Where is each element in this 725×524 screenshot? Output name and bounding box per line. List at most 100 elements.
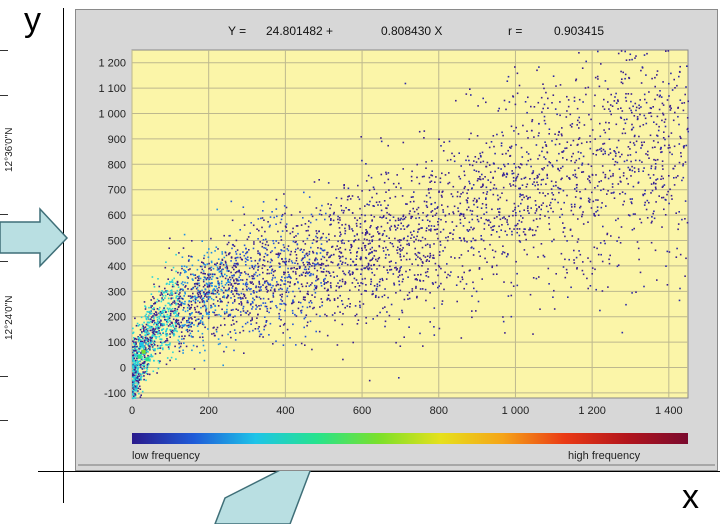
density-point <box>380 209 383 212</box>
density-point <box>344 262 347 264</box>
density-point <box>151 334 154 336</box>
density-point <box>647 173 650 176</box>
density-point <box>442 190 444 193</box>
density-point <box>162 347 164 349</box>
density-point <box>328 272 331 274</box>
density-point <box>341 323 344 326</box>
density-point <box>595 149 598 152</box>
density-point <box>142 345 144 348</box>
density-point <box>392 273 395 275</box>
density-point <box>395 186 397 188</box>
density-point <box>159 345 162 347</box>
density-point <box>603 108 606 110</box>
density-point <box>639 125 641 128</box>
density-point <box>356 233 358 235</box>
density-point <box>520 146 523 149</box>
y-tick-label: 600 <box>108 210 126 222</box>
density-point <box>233 264 235 267</box>
density-point <box>141 323 144 326</box>
density-point <box>489 181 492 184</box>
density-point <box>596 185 599 187</box>
density-point <box>164 287 166 290</box>
density-point <box>317 262 319 264</box>
density-point <box>594 76 597 79</box>
density-point <box>143 375 145 377</box>
density-point <box>246 289 248 291</box>
density-point <box>132 351 135 353</box>
density-point <box>274 290 276 293</box>
density-point <box>422 212 424 214</box>
density-point <box>651 216 653 218</box>
density-point <box>264 286 267 289</box>
density-point <box>158 308 160 311</box>
density-point <box>148 327 151 329</box>
density-point <box>135 363 138 366</box>
density-point <box>175 325 177 327</box>
density-point <box>159 306 161 309</box>
density-point <box>664 118 667 121</box>
density-point <box>571 123 574 125</box>
density-point <box>390 303 393 306</box>
density-point <box>398 239 401 241</box>
density-point <box>378 284 381 287</box>
density-point <box>624 50 626 53</box>
density-point <box>650 192 652 194</box>
density-point <box>326 315 328 317</box>
density-point <box>325 265 327 267</box>
density-point <box>578 157 581 160</box>
density-point <box>516 272 518 275</box>
density-point <box>655 188 657 190</box>
density-point <box>330 218 332 220</box>
density-point <box>666 99 669 101</box>
density-point <box>365 284 367 286</box>
density-point <box>370 283 372 285</box>
y-tick-label: 100 <box>108 337 126 349</box>
density-point <box>283 261 286 263</box>
density-point <box>370 176 373 179</box>
density-point <box>136 380 138 382</box>
density-point <box>285 291 287 293</box>
density-point <box>146 337 149 340</box>
density-point <box>413 236 415 238</box>
density-point <box>154 353 157 355</box>
density-point <box>136 345 138 348</box>
density-point <box>339 279 341 282</box>
density-point <box>618 151 620 154</box>
density-point <box>245 283 247 286</box>
density-point <box>387 296 389 299</box>
density-point <box>204 349 206 352</box>
density-point <box>318 179 320 181</box>
density-point <box>535 277 538 280</box>
density-point <box>192 273 194 276</box>
density-point <box>674 165 676 167</box>
density-point <box>333 276 335 278</box>
density-point <box>257 218 260 220</box>
density-point <box>227 270 230 272</box>
density-point <box>604 176 606 179</box>
density-point <box>625 59 628 61</box>
density-point <box>437 237 439 240</box>
density-point <box>144 356 146 358</box>
density-point <box>659 94 661 97</box>
density-point <box>174 292 177 294</box>
density-point <box>514 206 517 209</box>
density-point <box>561 213 564 216</box>
density-point <box>626 118 628 121</box>
density-point <box>393 224 396 227</box>
density-point <box>442 211 445 213</box>
density-point <box>267 298 270 300</box>
density-point <box>535 144 538 146</box>
density-point <box>320 248 323 250</box>
density-point <box>536 226 539 228</box>
density-point <box>638 170 640 173</box>
density-point <box>271 279 273 281</box>
density-point <box>457 276 459 278</box>
density-point <box>606 233 608 236</box>
density-point <box>538 154 541 157</box>
density-point <box>202 315 204 317</box>
density-point <box>472 281 474 284</box>
density-point <box>349 198 352 200</box>
density-point <box>257 252 259 255</box>
density-point <box>409 210 411 212</box>
density-point <box>471 213 473 216</box>
